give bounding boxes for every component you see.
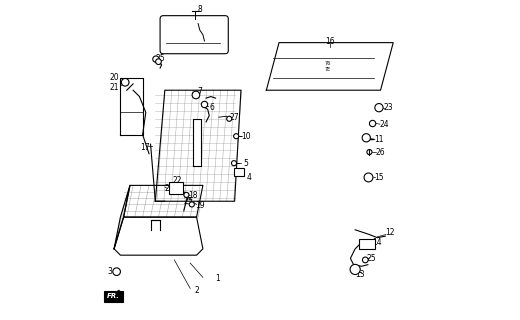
Text: 14: 14	[372, 238, 382, 247]
Text: 25: 25	[367, 254, 376, 263]
Text: 7: 7	[197, 87, 202, 96]
Text: 8: 8	[198, 5, 202, 14]
Text: 24: 24	[380, 120, 389, 129]
Text: 17: 17	[140, 143, 150, 152]
Circle shape	[201, 101, 207, 108]
Polygon shape	[114, 217, 203, 255]
Text: 2: 2	[194, 285, 199, 295]
Polygon shape	[155, 90, 241, 201]
Polygon shape	[121, 77, 142, 135]
Circle shape	[362, 134, 370, 142]
Circle shape	[350, 264, 360, 275]
Circle shape	[184, 192, 189, 197]
Circle shape	[227, 116, 232, 121]
FancyBboxPatch shape	[359, 239, 375, 250]
Text: 12: 12	[385, 228, 395, 237]
Circle shape	[231, 161, 237, 166]
FancyBboxPatch shape	[169, 181, 183, 194]
Text: 25: 25	[155, 54, 165, 63]
Circle shape	[364, 173, 373, 182]
Circle shape	[155, 59, 161, 65]
Circle shape	[153, 56, 159, 62]
Polygon shape	[193, 119, 201, 166]
Text: 27: 27	[230, 113, 239, 122]
Circle shape	[375, 104, 383, 112]
Circle shape	[121, 78, 129, 86]
Text: 16: 16	[325, 36, 334, 45]
Text: FR.: FR.	[107, 293, 120, 300]
Text: 11: 11	[374, 135, 384, 144]
Circle shape	[113, 268, 121, 276]
Text: 6: 6	[210, 103, 214, 112]
Circle shape	[192, 91, 200, 99]
Text: 20: 20	[110, 73, 120, 82]
Text: 26: 26	[375, 148, 385, 157]
Circle shape	[369, 120, 376, 127]
Text: 4: 4	[246, 173, 251, 182]
Text: 21: 21	[110, 83, 120, 92]
Text: 23: 23	[384, 103, 393, 112]
Text: 9: 9	[204, 28, 209, 38]
Text: 13: 13	[355, 270, 365, 279]
Text: 18: 18	[189, 191, 198, 200]
Circle shape	[189, 202, 194, 207]
Text: 19: 19	[195, 202, 204, 211]
FancyBboxPatch shape	[104, 291, 123, 302]
Polygon shape	[114, 185, 130, 249]
Text: 3: 3	[108, 267, 112, 276]
Text: 1: 1	[215, 275, 219, 284]
FancyBboxPatch shape	[160, 16, 228, 54]
Polygon shape	[124, 185, 203, 217]
Text: 22: 22	[173, 176, 183, 185]
FancyBboxPatch shape	[235, 168, 244, 176]
Polygon shape	[266, 43, 393, 90]
Text: 10: 10	[241, 132, 251, 141]
Circle shape	[362, 257, 368, 263]
Circle shape	[233, 134, 239, 139]
Text: 15: 15	[374, 173, 384, 182]
Text: 25: 25	[165, 184, 174, 193]
Text: 76
7E: 76 7E	[325, 61, 331, 72]
Circle shape	[367, 149, 372, 155]
Text: 5: 5	[243, 159, 248, 168]
Text: 25: 25	[184, 197, 193, 206]
